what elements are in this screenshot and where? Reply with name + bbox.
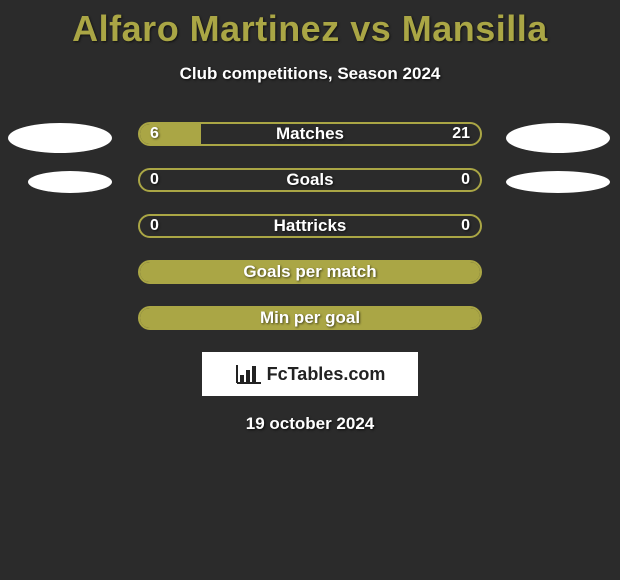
stat-value-right: 0 [461,214,470,238]
stat-row-goals-per-match: Goals per match [0,260,620,284]
stat-row-hattricks: 0 Hattricks 0 [0,214,620,238]
bar-chart-icon [235,363,263,385]
stat-label: Goals per match [138,260,482,284]
footer-date: 19 october 2024 [0,414,620,434]
player-right-avatar [506,123,610,153]
stat-value-right: 21 [452,122,470,146]
footer-logo-text: FcTables.com [267,364,386,385]
page-title: Alfaro Martinez vs Mansilla [0,0,620,50]
player-left-avatar [8,123,112,153]
stat-row-matches: 6 Matches 21 [0,122,620,146]
stat-label: Hattricks [138,214,482,238]
stat-value-right: 0 [461,168,470,192]
player-right-avatar [506,171,610,193]
stat-row-min-per-goal: Min per goal [0,306,620,330]
stat-label: Min per goal [138,306,482,330]
stat-label: Matches [138,122,482,146]
stat-label: Goals [138,168,482,192]
stat-row-goals: 0 Goals 0 [0,168,620,192]
player-left-avatar [28,171,112,193]
footer-logo[interactable]: FcTables.com [202,352,418,396]
page-subtitle: Club competitions, Season 2024 [0,64,620,84]
comparison-chart: 6 Matches 21 0 Goals 0 0 Hattricks 0 Goa… [0,122,620,330]
